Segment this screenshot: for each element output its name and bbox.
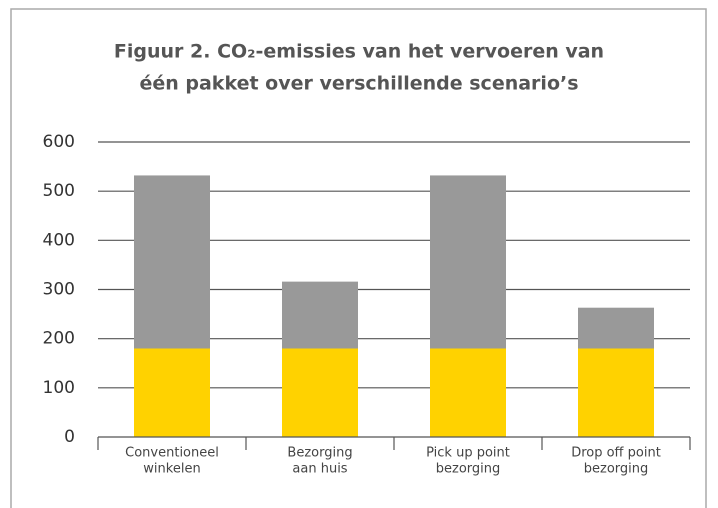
y-tick-label: 200: [43, 329, 75, 349]
y-tick-label: 500: [43, 181, 75, 201]
bar-segment: [430, 175, 506, 349]
y-tick-label: 400: [43, 230, 75, 250]
x-tick-label: Pick up point: [426, 446, 510, 461]
bar-segment: [134, 175, 210, 349]
chart-title: Figuur 2. CO₂-emissies van het vervoeren…: [114, 41, 604, 63]
bar-segment: [134, 348, 210, 437]
y-tick-label: 600: [43, 132, 75, 152]
x-tick-label: Conventioneel: [125, 446, 219, 461]
bar-segment: [282, 348, 358, 437]
y-tick-label: 0: [64, 427, 75, 447]
bar-segment: [578, 348, 654, 437]
x-tick-label: bezorging: [584, 462, 649, 477]
x-tick-label: Bezorging: [287, 446, 352, 461]
x-tick-label: Drop off point: [571, 446, 661, 461]
bar-segment: [430, 348, 506, 437]
frame: [10, 8, 707, 508]
x-tick-label: bezorging: [436, 462, 501, 477]
bar-segment: [578, 307, 654, 349]
x-tick-label: winkelen: [143, 462, 200, 477]
chart-title: één pakket over verschillende scenario’s: [139, 73, 578, 95]
bar-segment: [282, 281, 358, 349]
y-tick-label: 300: [43, 280, 75, 300]
y-tick-label: 100: [43, 378, 75, 398]
x-tick-label: aan huis: [292, 462, 347, 477]
